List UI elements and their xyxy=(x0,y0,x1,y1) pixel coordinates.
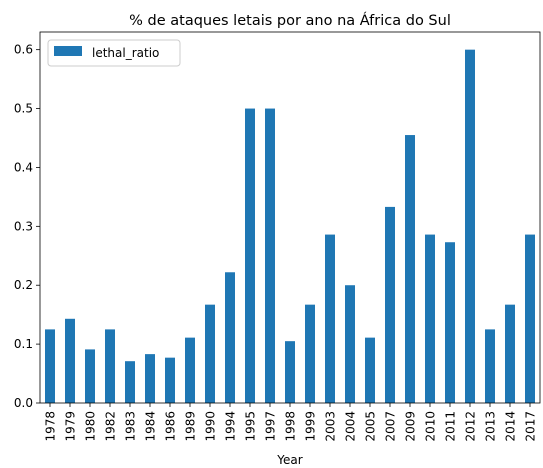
y-tick-label: 0.4 xyxy=(14,160,33,174)
bar-1986 xyxy=(165,357,175,403)
bar-2014 xyxy=(505,304,515,403)
x-tick-label: 2013 xyxy=(484,411,498,442)
y-tick-label: 0.0 xyxy=(14,396,33,410)
y-tick-label: 0.5 xyxy=(14,102,33,116)
legend: lethal_ratio xyxy=(47,39,181,67)
x-tick-label: 1983 xyxy=(124,411,138,442)
x-tick-label: 1979 xyxy=(64,411,78,442)
bar-1982 xyxy=(105,329,115,403)
x-tick-label: 1997 xyxy=(264,411,278,442)
x-tick-label: 2014 xyxy=(504,411,518,442)
x-tick-label: 1980 xyxy=(84,411,98,442)
x-tick-label: 1990 xyxy=(204,411,218,442)
bar-1990 xyxy=(205,304,215,403)
x-tick-label: 1998 xyxy=(284,411,298,442)
x-tick-label: 2010 xyxy=(424,411,438,442)
bar-2009 xyxy=(405,135,415,404)
x-axis-label: Year xyxy=(276,453,302,467)
x-tick-label: 2012 xyxy=(464,411,478,442)
bar-2004 xyxy=(345,285,355,403)
bar-1984 xyxy=(145,354,155,403)
x-tick-label: 1989 xyxy=(184,411,198,442)
y-tick-label: 0.1 xyxy=(14,337,33,351)
bar-1997 xyxy=(265,108,275,404)
x-tick-label: 2003 xyxy=(324,411,338,442)
bar-1998 xyxy=(285,341,295,403)
x-tick-label: 1994 xyxy=(224,411,238,442)
bar-1994 xyxy=(225,272,235,403)
plot-frame xyxy=(39,31,541,404)
chart-title: % de ataques letais por ano na África do… xyxy=(129,12,451,29)
bar-2017 xyxy=(525,234,535,403)
x-tick-label: 2005 xyxy=(364,411,378,442)
x-tick-label: 1999 xyxy=(304,411,318,442)
x-tick-label: 2007 xyxy=(384,411,398,442)
y-tick-label: 0.6 xyxy=(14,43,33,57)
bar-2007 xyxy=(385,206,395,403)
legend-label: lethal_ratio xyxy=(92,46,159,60)
bar-1989 xyxy=(185,337,195,403)
x-tick-label: 1984 xyxy=(144,411,158,442)
bars-group xyxy=(45,49,535,404)
x-tick-label: 2009 xyxy=(404,411,418,442)
bar-1995 xyxy=(245,108,255,404)
legend-swatch xyxy=(54,46,82,56)
bar-1980 xyxy=(85,349,95,403)
bar-1999 xyxy=(305,304,315,403)
bar-2005 xyxy=(365,337,375,403)
x-tick-label: 1978 xyxy=(44,411,58,442)
x-tick-label: 2011 xyxy=(444,411,458,442)
y-axis: 0.0 0.1 0.2 0.3 0.4 0.5 0.6 xyxy=(14,43,40,410)
bar-2011 xyxy=(445,242,455,403)
x-tick-label: 1995 xyxy=(244,411,258,442)
bar-2013 xyxy=(485,329,495,403)
x-tick-label: 1982 xyxy=(104,411,118,442)
x-tick-label: 2017 xyxy=(524,411,538,442)
bar-1978 xyxy=(45,329,55,403)
x-tick-label: 2004 xyxy=(344,411,358,442)
y-tick-label: 0.2 xyxy=(14,278,33,292)
x-axis: 1978 1979 1980 1982 1983 1984 1986 1989 1990 1994… xyxy=(44,403,538,442)
bar-1983 xyxy=(125,361,135,403)
x-tick-label: 1986 xyxy=(164,411,178,442)
y-tick-label: 0.3 xyxy=(14,219,33,233)
bar-2003 xyxy=(325,234,335,403)
bar-2012 xyxy=(465,49,475,404)
bar-2010 xyxy=(425,234,435,403)
bar-1979 xyxy=(65,318,75,403)
